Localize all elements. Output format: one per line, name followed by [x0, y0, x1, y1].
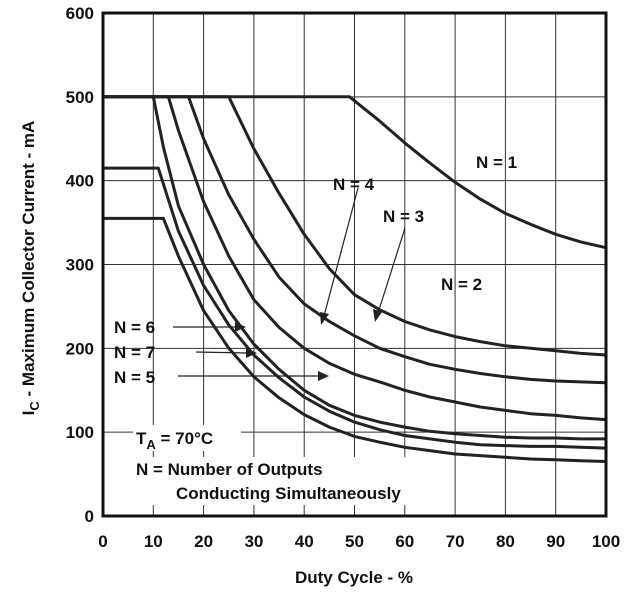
curve-n-4: [101, 95, 608, 422]
x-tick-label: 10: [144, 532, 163, 551]
label-n3: N = 3: [383, 207, 424, 226]
y-axis-title-main: I: [19, 411, 38, 416]
curves: [101, 95, 608, 463]
plot-frame: [101, 11, 608, 518]
y-tick-label: 100: [66, 423, 94, 442]
x-tick-label: 30: [244, 532, 263, 551]
curve-n-3: [101, 95, 608, 385]
x-tick-label: 80: [496, 532, 515, 551]
label-n6: N = 6: [114, 318, 155, 337]
curve-n-6: [101, 95, 608, 441]
curve-n-2: [101, 95, 608, 357]
y-axis-title-rest: - Maximum Collector Current - mA: [19, 121, 38, 402]
y-tick-label: 500: [66, 88, 94, 107]
x-tick-label: 100: [592, 532, 620, 551]
ta-note-sub: A: [146, 437, 156, 452]
label-n1: N = 1: [476, 153, 517, 172]
outputs-note-line1: N = Number of Outputs: [136, 460, 323, 479]
ta-note-bg: [133, 425, 241, 451]
label-n5: N = 5: [114, 368, 155, 387]
ta-note-rest: = 70°C: [156, 429, 213, 448]
x-tick-label: 40: [295, 532, 314, 551]
arrow-n5-head: [318, 371, 329, 381]
y-tick-label: 400: [66, 172, 94, 191]
y-tick-label: 0: [85, 507, 94, 526]
x-tick-label: 60: [395, 532, 414, 551]
curve-n-5: [101, 166, 608, 450]
ta-note: TA = 70°C: [136, 429, 213, 452]
y-tick-label: 200: [66, 339, 94, 358]
grid: [103, 13, 606, 516]
arrow-n4-head: [320, 312, 329, 325]
x-tick-label: 20: [194, 532, 213, 551]
ta-note-main: T: [136, 429, 147, 448]
curve-n-1: [101, 95, 608, 250]
label-n4: N = 4: [333, 175, 375, 194]
leader-arrows: [173, 187, 406, 381]
curve-n-7: [101, 216, 608, 463]
arrow-n3-head: [373, 309, 382, 322]
x-axis-title: Duty Cycle - %: [295, 568, 413, 587]
y-tick-label: 600: [66, 4, 94, 23]
x-tick-label: 70: [446, 532, 465, 551]
outputs-note-line2: Conducting Simultaneously: [176, 484, 401, 503]
x-tick-label: 50: [345, 532, 364, 551]
y-axis-title-sub: C: [27, 401, 42, 411]
arrow-n7-head: [246, 348, 257, 358]
label-n7: N = 7: [114, 343, 155, 362]
outputs-note-bg: [133, 457, 453, 505]
label-n2: N = 2: [441, 275, 482, 294]
arrow-n7: [195, 351, 249, 354]
tick-labels: 0 10 20 30 40 50 60 70 80 90 100 0 100 200 300 400 500 60…: [66, 4, 621, 551]
arrow-n4: [323, 187, 359, 317]
arrow-n6-head: [235, 322, 246, 332]
x-tick-label: 0: [98, 532, 107, 551]
arrow-n3: [377, 227, 406, 314]
x-tick-label: 90: [546, 532, 565, 551]
y-axis-title: IC - Maximum Collector Current - mA: [19, 121, 42, 416]
y-tick-label: 300: [66, 256, 94, 275]
